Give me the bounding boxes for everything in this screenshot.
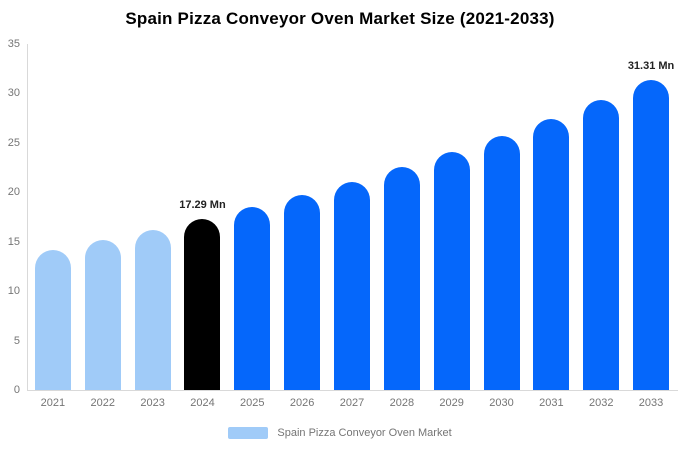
y-tick-label-20: 20: [7, 186, 20, 199]
y-tick-label-15: 15: [7, 235, 20, 248]
bar-column-2027: 2027: [327, 44, 377, 409]
y-axis-line: [27, 44, 28, 391]
bar-2026[interactable]: [284, 194, 321, 390]
bar-2028[interactable]: [383, 167, 420, 390]
legend-label: Spain Pizza Conveyor Oven Market: [277, 427, 452, 439]
x-axis-label-2024: 2024: [190, 397, 215, 409]
bar-2031[interactable]: [533, 118, 570, 390]
x-axis-label-2027: 2027: [339, 397, 365, 409]
bar-2033[interactable]: [633, 80, 670, 390]
bar-column-2028: 2028: [377, 44, 427, 409]
x-axis-label-2022: 2022: [90, 397, 116, 409]
y-tick-label-10: 10: [7, 285, 20, 298]
bar-column-2021: 2021: [28, 44, 78, 409]
bar-2029[interactable]: [433, 152, 470, 390]
legend: Spain Pizza Conveyor Oven Market: [0, 424, 680, 442]
x-axis-label-2029: 2029: [439, 397, 464, 409]
x-axis-label-2031: 2031: [539, 397, 564, 409]
bar-2025[interactable]: [234, 207, 271, 390]
y-axis: 0 5 10 15 20 25 30 35: [0, 0, 22, 450]
bar-2027[interactable]: [333, 181, 370, 390]
bar-column-2022: 2022: [78, 44, 128, 409]
bar-column-2029: 2029: [427, 44, 477, 409]
bar-column-2024: 17.29 Mn 2024: [178, 44, 228, 409]
bar-2022[interactable]: [84, 240, 121, 390]
y-tick-label-35: 35: [7, 38, 20, 50]
y-tick-label-0: 0: [13, 384, 20, 396]
value-label-2033: 31.31 Mn: [627, 60, 675, 73]
y-tick-label-25: 25: [7, 136, 20, 149]
bar-column-2031: 2031: [526, 44, 576, 409]
y-tick-label-5: 5: [13, 334, 20, 347]
x-axis-label-2021: 2021: [40, 397, 66, 409]
plot-area: 2021 2022 2023 17.29 Mn 2024 2025 2026 2027 2028…: [28, 44, 676, 409]
bar-2024[interactable]: [184, 219, 221, 390]
x-axis-label-2028: 2028: [389, 397, 415, 409]
legend-swatch-icon: [228, 427, 269, 439]
bar-column-2032: 2032: [576, 44, 626, 409]
chart-title: Spain Pizza Conveyor Oven Market Size (2…: [125, 9, 555, 28]
value-label-2024: 17.29 Mn: [179, 199, 226, 212]
bar-2021[interactable]: [34, 249, 71, 390]
x-axis-line: [27, 390, 678, 391]
x-axis-label-2026: 2026: [289, 397, 315, 409]
bar-column-2033: 31.31 Mn 2033: [626, 44, 676, 409]
bar-column-2023: 2023: [128, 44, 178, 409]
y-tick-label-30: 30: [7, 87, 20, 100]
x-axis-label-2023: 2023: [140, 397, 165, 409]
bar-column-2025: 2025: [227, 44, 277, 409]
bar-2023[interactable]: [134, 229, 171, 390]
bar-2032[interactable]: [583, 100, 620, 390]
bar-2030[interactable]: [483, 136, 520, 390]
x-axis-label-2030: 2030: [489, 397, 514, 409]
x-axis-label-2033: 2033: [638, 397, 664, 409]
legend-item[interactable]: Spain Pizza Conveyor Oven Market: [228, 427, 452, 439]
bar-column-2026: 2026: [277, 44, 327, 409]
x-axis-label-2032: 2032: [588, 397, 614, 409]
bar-column-2030: 2030: [477, 44, 527, 409]
x-axis-label-2025: 2025: [240, 397, 265, 409]
